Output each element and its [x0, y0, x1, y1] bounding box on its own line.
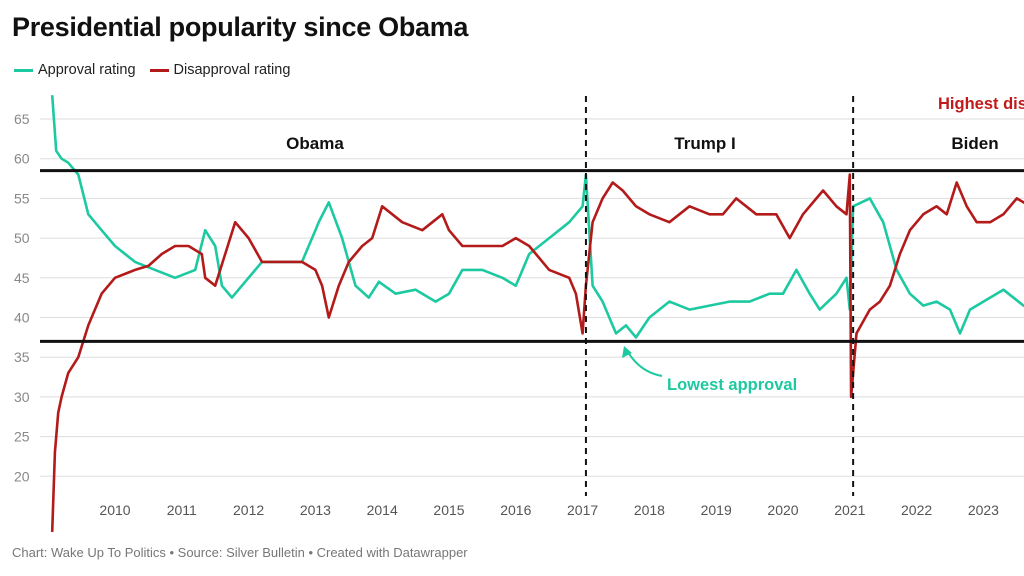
x-tick-label-2015: 2015: [433, 502, 464, 518]
y-tick-label-35: 35: [14, 349, 30, 365]
y-tick-label-55: 55: [14, 190, 30, 206]
legend-item-approval: Approval rating: [14, 62, 136, 78]
chart-footer: Chart: Wake Up To Politics • Source: Sil…: [12, 545, 468, 560]
annotation-lowest-approval: Lowest approval: [667, 376, 797, 394]
x-tick-label-2014: 2014: [367, 502, 398, 518]
x-tick-label-2019: 2019: [701, 502, 732, 518]
disapproval-line: [50, 173, 1024, 532]
x-tick-label-2021: 2021: [834, 502, 865, 518]
y-tick-label-50: 50: [14, 230, 30, 246]
legend-swatch-approval: [14, 68, 33, 72]
x-tick-label-2016: 2016: [500, 502, 531, 518]
legend-label-disapproval: Disapproval rating: [173, 62, 291, 78]
x-tick-label-2020: 2020: [767, 502, 798, 518]
x-tick-label-2023: 2023: [968, 502, 999, 518]
x-tick-label-2013: 2013: [300, 502, 331, 518]
x-tick-label-2010: 2010: [99, 502, 130, 518]
approval-line: [50, 95, 1024, 339]
y-tick-label-20: 20: [14, 468, 30, 484]
x-tick-label-2011: 2011: [167, 502, 197, 518]
era-label-obama: Obama: [286, 134, 344, 153]
y-tick-label-40: 40: [14, 310, 30, 326]
y-tick-label-60: 60: [14, 151, 30, 167]
legend: Approval rating Disapproval rating: [14, 62, 304, 78]
legend-label-approval: Approval rating: [38, 62, 136, 78]
x-tick-label-2017: 2017: [567, 502, 598, 518]
y-tick-label-25: 25: [14, 429, 30, 445]
y-tick-label-30: 30: [14, 389, 30, 405]
y-tick-label-65: 65: [14, 111, 30, 127]
annotation-arrowhead-lowest-approval: [622, 346, 632, 358]
annotation-arrow-lowest-approval: [627, 351, 663, 377]
chart-title: Presidential popularity since Obama: [12, 12, 469, 42]
x-tick-label-2018: 2018: [634, 502, 665, 518]
x-tick-label-2022: 2022: [901, 502, 932, 518]
era-label-trump-i: Trump I: [674, 134, 735, 153]
era-label-biden: Biden: [951, 134, 998, 153]
x-tick-label-2012: 2012: [233, 502, 264, 518]
y-tick-label-45: 45: [14, 270, 30, 286]
legend-item-disapproval: Disapproval rating: [149, 62, 291, 78]
legend-swatch-disapproval: [149, 68, 169, 72]
annotation-highest-disapproval: Highest dis: [938, 95, 1024, 113]
